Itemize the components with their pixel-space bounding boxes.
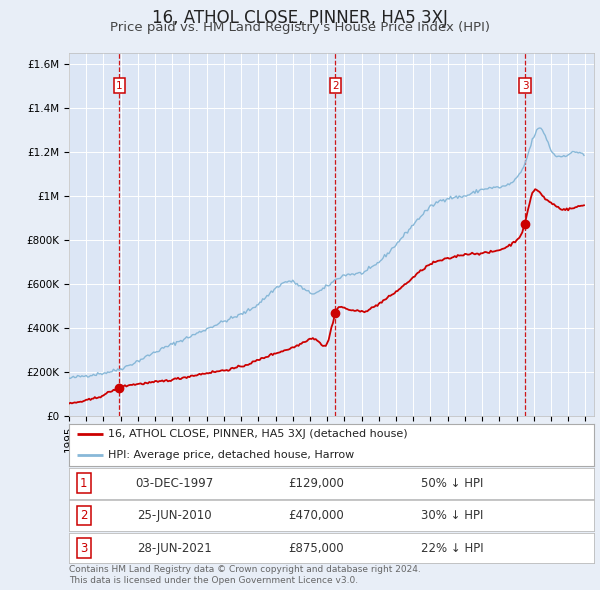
Text: £470,000: £470,000: [288, 509, 344, 522]
Text: 1: 1: [80, 477, 88, 490]
Text: 03-DEC-1997: 03-DEC-1997: [135, 477, 213, 490]
Text: 1: 1: [116, 81, 122, 91]
Text: 28-JUN-2021: 28-JUN-2021: [137, 542, 211, 555]
Text: 16, ATHOL CLOSE, PINNER, HA5 3XJ: 16, ATHOL CLOSE, PINNER, HA5 3XJ: [152, 9, 448, 27]
Text: 30% ↓ HPI: 30% ↓ HPI: [421, 509, 484, 522]
Text: £129,000: £129,000: [288, 477, 344, 490]
Text: 3: 3: [521, 81, 528, 91]
Text: 16, ATHOL CLOSE, PINNER, HA5 3XJ (detached house): 16, ATHOL CLOSE, PINNER, HA5 3XJ (detach…: [109, 430, 408, 439]
Text: Contains HM Land Registry data © Crown copyright and database right 2024.
This d: Contains HM Land Registry data © Crown c…: [69, 565, 421, 585]
Text: 25-JUN-2010: 25-JUN-2010: [137, 509, 211, 522]
Text: HPI: Average price, detached house, Harrow: HPI: Average price, detached house, Harr…: [109, 451, 355, 460]
Text: 2: 2: [80, 509, 88, 522]
Text: 2: 2: [332, 81, 339, 91]
Text: 50% ↓ HPI: 50% ↓ HPI: [421, 477, 484, 490]
Text: 22% ↓ HPI: 22% ↓ HPI: [421, 542, 484, 555]
Text: Price paid vs. HM Land Registry's House Price Index (HPI): Price paid vs. HM Land Registry's House …: [110, 21, 490, 34]
Text: 3: 3: [80, 542, 88, 555]
Text: £875,000: £875,000: [288, 542, 344, 555]
